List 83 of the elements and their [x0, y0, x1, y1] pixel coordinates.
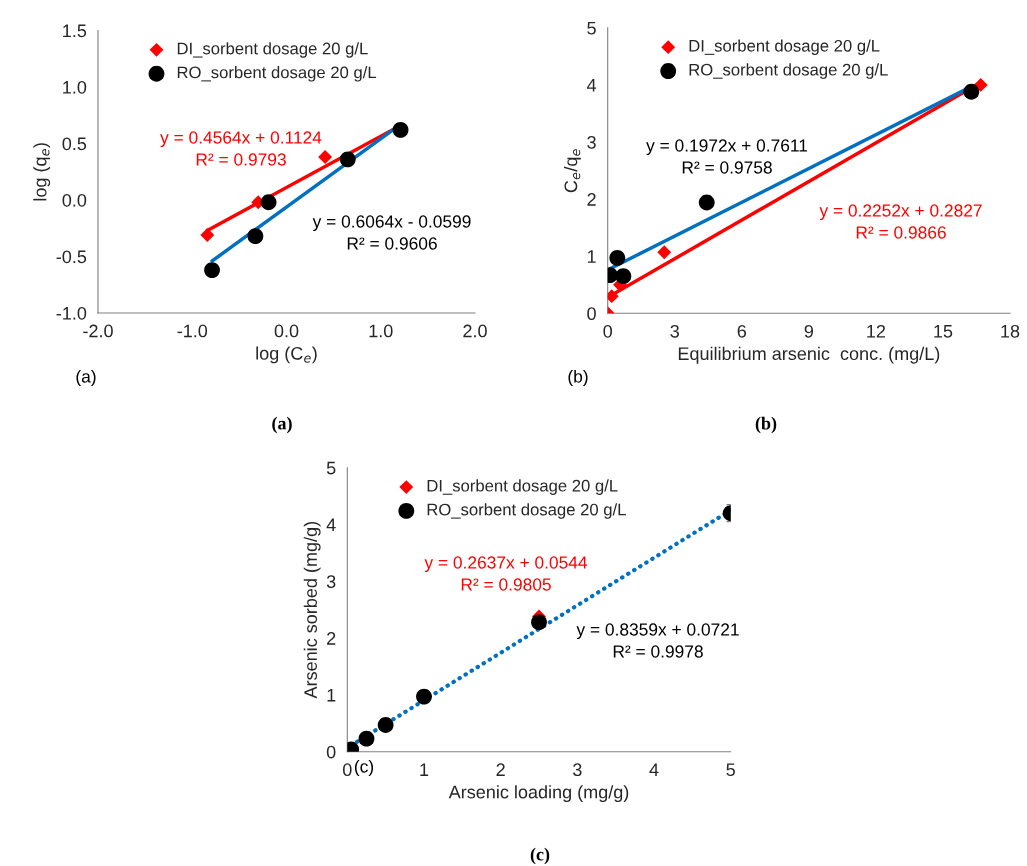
- annotation: R² = 0.9866: [856, 226, 946, 239]
- x-tick-label: 9: [804, 324, 814, 338]
- text: (b): [755, 416, 777, 434]
- text: (c): [354, 759, 374, 777]
- x-tick-label: 0: [603, 324, 613, 338]
- y-tick-label: 5: [587, 21, 596, 35]
- y-tick-label: 1.5: [63, 24, 87, 38]
- y-tick-label: 4: [586, 79, 597, 92]
- y-axis-title: C$_{e}$/q$_{e}$: [564, 149, 581, 193]
- y-tick-label: 3: [326, 575, 336, 589]
- x-tick-label: 5: [726, 763, 735, 777]
- y-tick-label: -1.0: [56, 306, 87, 320]
- legend-label: RO_sorbent dosage 20 g/L: [177, 66, 377, 82]
- point: [339, 151, 356, 168]
- point: [247, 228, 264, 245]
- x-tick-label: 0.0: [274, 324, 299, 338]
- point: [200, 228, 215, 242]
- y-tick-label: 2: [327, 632, 336, 645]
- point: [973, 77, 988, 92]
- x-tick-label: 2.0: [463, 324, 487, 338]
- y-tick-label: 5: [326, 461, 336, 475]
- y-tick-label: -0.5: [56, 250, 87, 264]
- x-axis-title: Equilibrium arsenic conc. (mg/L): [678, 346, 940, 364]
- point: [392, 122, 409, 138]
- legend-label: DI_sorbent dosage 20 g/L: [427, 479, 618, 495]
- x-tick-label: 2: [496, 763, 505, 776]
- y-tick-label: 1: [327, 689, 336, 702]
- point: [657, 245, 672, 260]
- point: [531, 614, 547, 631]
- legend-label: RO_sorbent dosage 20 g/L: [689, 63, 888, 79]
- annotation: R² = 0.9805: [461, 578, 551, 591]
- x-tick-label: 18: [1001, 324, 1020, 338]
- annotation: y = 0.4564x + 0.1124: [160, 131, 322, 148]
- x-tick-label: 3: [573, 763, 582, 777]
- text: (a): [76, 369, 96, 387]
- annotation: y = 0.1972x + 0.7611: [646, 139, 808, 156]
- text: (c): [530, 847, 550, 865]
- y-tick-label: 4: [326, 518, 336, 532]
- point: [377, 717, 394, 733]
- annotation: R² = 0.9978: [613, 645, 703, 658]
- point: [615, 268, 632, 285]
- x-tick-label: 12: [867, 324, 886, 338]
- legend-label: RO_sorbent dosage 20 g/L: [427, 503, 626, 519]
- point: [609, 249, 626, 266]
- point: [698, 194, 715, 211]
- y-tick-label: 0: [326, 745, 336, 759]
- point: [260, 194, 277, 211]
- annotation: R² = 0.9793: [196, 153, 286, 166]
- annotation: y = 0.6064x - 0.0599: [312, 215, 471, 232]
- annotation: y = 0.2252x + 0.2827: [819, 204, 982, 221]
- x-tick-label: 6: [737, 324, 747, 338]
- x-tick-label: 4: [649, 763, 659, 776]
- x-tick-label: 15: [934, 325, 953, 338]
- x-tick-label: 1: [420, 763, 429, 776]
- point: [204, 262, 220, 278]
- y-tick-label: 0: [587, 307, 596, 321]
- point: [358, 730, 375, 747]
- point: [318, 150, 333, 164]
- annotation: y = 0.2637x + 0.0544: [424, 556, 588, 573]
- legend-label: DI_sorbent dosage 20 g/L: [177, 42, 368, 58]
- x-tick-label: -1.0: [177, 324, 208, 338]
- y-tick-label: 1: [587, 250, 596, 263]
- x-tick-label: 0: [342, 763, 352, 777]
- x-axis-title: Arsenic loading (mg/g): [448, 785, 629, 803]
- legend-label: DI_sorbent dosage 20 g/L: [689, 39, 880, 55]
- x-axis-title: log (C$_{e}$): [256, 346, 317, 364]
- annotation: R² = 0.9606: [347, 237, 437, 250]
- x-tick-label: 1.0: [369, 324, 393, 338]
- y-tick-label: 2: [587, 193, 596, 206]
- y-tick-label: 1.0: [63, 80, 87, 94]
- y-tick-label: 3: [587, 135, 596, 149]
- text: (a): [272, 416, 292, 434]
- y-axis-title: Arsenic sorbed (mg/g): [303, 522, 321, 699]
- x-tick-label: 3: [670, 324, 679, 338]
- point: [963, 83, 980, 100]
- text: (b): [568, 369, 588, 387]
- y-tick-label: 0.5: [62, 137, 87, 151]
- y-axis-title: log (q$_{e}$): [33, 143, 51, 201]
- y-tick-label: 0.0: [62, 193, 87, 207]
- x-tick-label: -2.0: [83, 324, 113, 338]
- point: [416, 688, 432, 705]
- annotation: R² = 0.9758: [682, 161, 772, 174]
- annotation: y = 0.8359x + 0.0721: [576, 623, 739, 640]
